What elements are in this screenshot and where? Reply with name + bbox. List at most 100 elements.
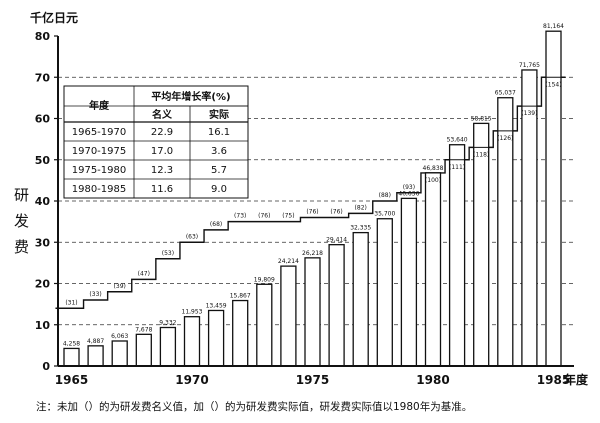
table-cell-real: 5.7: [211, 165, 227, 176]
x-tick-label: 1980: [416, 373, 449, 387]
bar-value-label: 24,214: [278, 258, 299, 265]
bar: [111, 340, 128, 367]
real-value-label: (100): [425, 177, 441, 184]
bar: [63, 347, 80, 367]
table-cell-nominal: 11.6: [151, 184, 173, 195]
bar-value-label: 19,809: [254, 276, 275, 283]
bar: [352, 231, 369, 367]
bar-value-label: 4,887: [87, 338, 104, 345]
real-value-label: (126): [497, 135, 513, 142]
real-value-label: (118): [473, 151, 489, 158]
bar: [232, 299, 249, 367]
bar-value-label: 29,414: [326, 237, 347, 244]
x-tick-label: 1975: [296, 373, 329, 387]
bar-value-label: 46,838: [423, 165, 444, 172]
real-value-label: (76): [258, 213, 270, 220]
y-tick-label: 60: [35, 113, 51, 126]
table-cell-nominal: 22.9: [151, 127, 173, 138]
table-cell-real: 3.6: [211, 146, 227, 157]
table-cell-period: 1980-1985: [72, 184, 127, 195]
growth-rate-table: 年度 平均年增长率(%) 名义 实际 1965-1970 22.9 16.1 1970…: [63, 85, 249, 199]
bar-value-label: 65,037: [495, 90, 516, 97]
bar: [135, 333, 152, 367]
table-header-real: 实际: [209, 108, 229, 121]
bar-value-label: 53,640: [447, 137, 468, 144]
x-tick-label: 1985: [537, 373, 570, 387]
bar: [328, 244, 345, 367]
real-value-label: (73): [234, 213, 246, 220]
bar: [183, 316, 201, 367]
bar-value-label: 81,164: [543, 23, 564, 30]
y-tick-label: 0: [42, 360, 50, 373]
real-value-label: (63): [186, 233, 198, 240]
y-tick-label: 40: [35, 195, 51, 208]
table-header-rate: 平均年增长率(%): [151, 90, 230, 103]
bar-value-label: 40,636: [398, 190, 419, 197]
table-cell-real: 9.0: [211, 184, 227, 195]
real-value-label: (154): [545, 81, 561, 88]
table-rows: 1965-1970 22.9 16.1 1970-1975 17.0 3.6 1975-19…: [72, 127, 230, 195]
x-tick-label: 1965: [55, 373, 88, 387]
real-value-label: (76): [330, 209, 342, 216]
x-tick-label: 1970: [175, 373, 208, 387]
y-axis-label-3: 费: [14, 238, 29, 256]
footnote: 注：未加（）的为研发费名义值，加（）的为研发费实际值，研发费实际值以1980年为…: [36, 400, 472, 413]
table-cell-period: 1970-1975: [72, 146, 127, 157]
bar-value-label: 35,700: [374, 211, 395, 218]
y-unit-label: 千亿日元: [30, 10, 78, 25]
bar-value-label: 32,335: [350, 225, 371, 232]
bar: [424, 172, 442, 367]
table-cell-real: 16.1: [208, 127, 230, 138]
real-value-label: (88): [379, 192, 391, 199]
bar-value-label: 58,815: [471, 115, 492, 122]
real-value-label: (75): [282, 213, 294, 220]
bar-value-label: 9,332: [159, 320, 176, 327]
y-tick-label: 50: [35, 154, 51, 167]
bar: [400, 197, 418, 367]
real-value-label: (76): [306, 209, 318, 216]
table-cell-period: 1975-1980: [72, 165, 127, 176]
real-value-labels: (31) (33) (39) (47) (53) (63) (68) (73) (76) (75)…: [65, 81, 561, 306]
table-header-year: 年度: [89, 99, 110, 112]
real-value-label: (31): [65, 299, 77, 306]
y-axis-label-1: 研: [14, 186, 29, 204]
real-value-label: (39): [114, 283, 126, 290]
bar-value-label: 13,459: [206, 302, 227, 309]
y-axis-label-2: 发: [14, 212, 29, 230]
bar-value-label: 7,678: [135, 326, 152, 333]
table-cell-period: 1965-1970: [72, 127, 127, 138]
real-value-label: (53): [162, 250, 174, 257]
table-cell-nominal: 17.0: [151, 146, 173, 157]
x-axis-unit-label: 年度: [564, 372, 589, 387]
bar-value-label: 6,063: [111, 333, 128, 340]
bar: [280, 265, 297, 367]
bar: [87, 345, 104, 367]
table-header-nominal: 名义: [152, 108, 173, 121]
bar: [304, 257, 321, 367]
x-tick-labels: 1965 1970 1975 1980 1985: [55, 373, 570, 387]
y-tick-label: 10: [35, 319, 51, 332]
bar: [256, 283, 273, 367]
real-value-label: (47): [138, 270, 150, 277]
bar: [448, 144, 466, 367]
bar-value-label: 4,258: [63, 340, 80, 347]
bar-value-label: 26,218: [302, 250, 323, 257]
bars: [63, 30, 562, 367]
bar: [159, 326, 177, 367]
y-tick-labels: 0 10 20 30 40 50 60 70 80: [35, 30, 51, 373]
bar: [376, 218, 393, 367]
y-tick-label: 80: [35, 30, 51, 43]
real-value-label: (82): [355, 204, 367, 211]
real-value-label: (93): [403, 184, 415, 191]
bar: [207, 309, 225, 367]
bar-value-label: 11,953: [182, 309, 203, 316]
bar: [473, 122, 490, 367]
y-tick-label: 20: [35, 278, 51, 291]
bar-value-label: 15,867: [230, 293, 251, 300]
table-cell-nominal: 12.3: [151, 165, 173, 176]
y-tick-label: 30: [35, 236, 51, 249]
real-value-label: (33): [89, 291, 101, 298]
bar-value-label: 71,765: [519, 62, 540, 69]
real-value-label: (111): [449, 164, 465, 171]
